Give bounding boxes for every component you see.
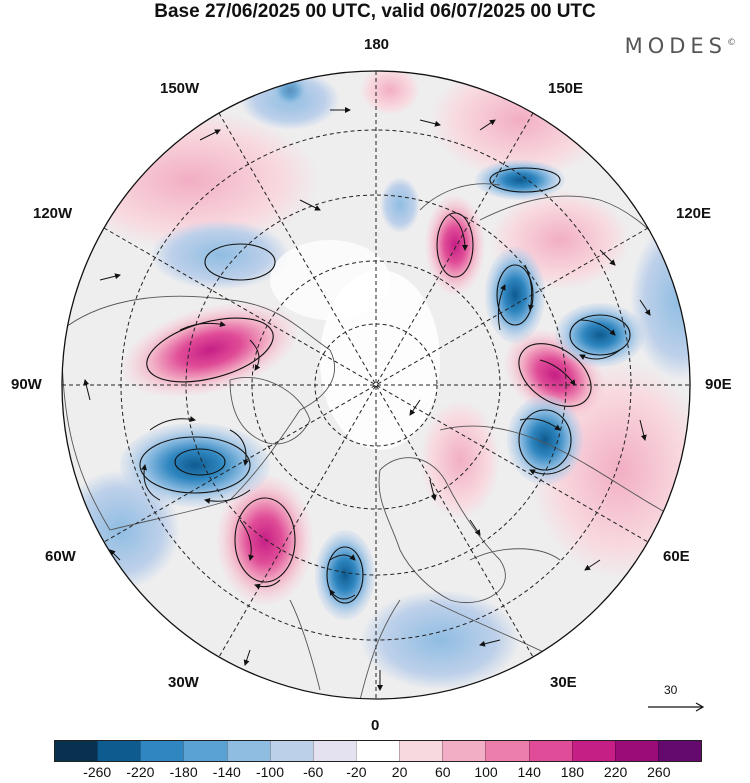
lon-label-150e: 150E <box>548 80 584 97</box>
colorbar-segment <box>355 741 400 761</box>
lon-label-30e: 30E <box>550 674 577 691</box>
graticule <box>62 71 690 699</box>
reference-vector-arrow <box>648 702 705 712</box>
colorbar-tick-label: -260 <box>83 764 112 780</box>
colorbar-tick-label: 100 <box>474 764 498 780</box>
colorbar-segment <box>269 741 313 761</box>
colorbar-segment <box>183 741 227 761</box>
colorbar-segment <box>528 741 572 761</box>
colorbar-tick-labels: -260 -220 -180 -140 -100 -60 -20 20 60 100 140 180 2… <box>54 764 702 782</box>
colorbar-segment <box>485 741 529 761</box>
colorbar-tick-label: 220 <box>603 764 628 780</box>
wind-vectors <box>83 107 651 691</box>
colorbar-tick-label: -180 <box>169 764 198 780</box>
polar-map <box>61 70 691 700</box>
modes-logo: MODES© <box>624 34 736 58</box>
lon-label-150w: 150W <box>160 80 200 97</box>
colorbar-segment <box>312 741 356 761</box>
colorbar-tick-label: 140 <box>517 764 541 780</box>
colorbar-tick-label: -140 <box>212 764 241 780</box>
reference-vector-label: 30 <box>664 683 678 697</box>
colorbar-segment <box>614 741 658 761</box>
lon-label-90e: 90E <box>705 376 732 393</box>
lon-label-60e: 60E <box>663 548 690 565</box>
lon-label-120e: 120E <box>676 205 712 222</box>
colorbar-segment <box>55 741 98 761</box>
lon-label-0: 0 <box>371 717 380 734</box>
colorbar-tick-label: -60 <box>303 764 324 780</box>
lon-label-30w: 30W <box>168 674 199 691</box>
colorbar-segment <box>140 741 184 761</box>
colorbar-tick-label: 20 <box>391 764 408 780</box>
colorbar-tick-label: -20 <box>346 764 367 780</box>
anomaly-field <box>62 71 690 699</box>
colorbar-segment <box>657 741 702 761</box>
lon-label-90w: 90W <box>11 376 42 393</box>
colorbar-tick-label: -220 <box>126 764 155 780</box>
colorbar-segment <box>399 741 443 761</box>
map-boundary <box>61 70 691 700</box>
lon-label-180: 180 <box>364 36 390 53</box>
colorbar <box>54 740 702 762</box>
colorbar-tick-label: 260 <box>647 764 671 780</box>
colorbar-tick-label: 180 <box>560 764 585 780</box>
colorbar-segment <box>97 741 141 761</box>
colorbar-tick-label: -100 <box>255 764 285 780</box>
lon-label-60w: 60W <box>45 548 76 565</box>
map-title: Base 27/06/2025 00 UTC, valid 06/07/2025… <box>154 1 596 22</box>
lon-label-120w: 120W <box>33 205 73 222</box>
colorbar-segment <box>442 741 486 761</box>
colorbar-segment <box>571 741 615 761</box>
colorbar-tick-label: 60 <box>435 764 451 780</box>
colorbar-segment <box>226 741 270 761</box>
